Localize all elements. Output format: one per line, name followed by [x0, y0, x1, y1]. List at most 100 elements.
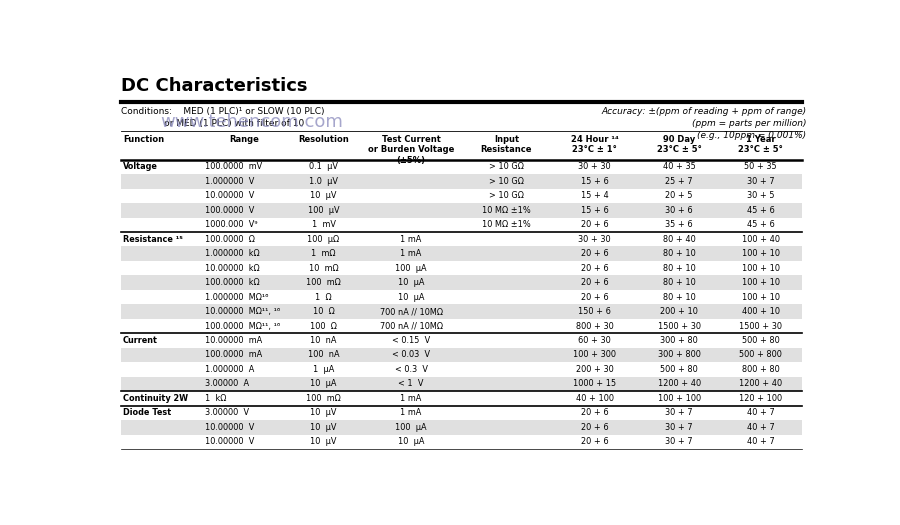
Text: 30 + 6: 30 + 6	[665, 206, 693, 215]
Text: 10  μV: 10 μV	[310, 423, 337, 432]
Text: 300 + 800: 300 + 800	[658, 351, 700, 360]
Text: 100  mΩ: 100 mΩ	[306, 394, 341, 403]
Text: 100  μA: 100 μA	[395, 264, 427, 272]
Text: 1  mV: 1 mV	[311, 220, 336, 229]
Text: 10.00000  V: 10.00000 V	[204, 437, 254, 446]
Text: Diode Test: Diode Test	[123, 408, 171, 417]
Text: 10  mΩ: 10 mΩ	[309, 264, 338, 272]
Text: 1 Year
23°C ± 5°: 1 Year 23°C ± 5°	[738, 134, 783, 154]
Text: Function: Function	[123, 134, 164, 143]
Text: 100 + 10: 100 + 10	[742, 278, 779, 287]
Bar	[121, 391, 802, 406]
Text: 30 + 7: 30 + 7	[665, 423, 693, 432]
Text: Conditions:    MED (1 PLC)¹ or SLOW (10 PLC)
               or MED (1 PLC) with : Conditions: MED (1 PLC)¹ or SLOW (10 PLC…	[121, 107, 324, 128]
Text: 50 + 35: 50 + 35	[744, 162, 777, 171]
Text: < 0.3  V: < 0.3 V	[394, 365, 428, 374]
Text: 30 + 30: 30 + 30	[579, 162, 611, 171]
Text: 15 + 6: 15 + 6	[580, 177, 608, 186]
Text: 80 + 10: 80 + 10	[662, 264, 696, 272]
Text: Resistance ¹⁵: Resistance ¹⁵	[123, 235, 183, 244]
Text: 20 + 6: 20 + 6	[580, 292, 608, 301]
Bar	[121, 188, 802, 203]
Text: 20 + 5: 20 + 5	[665, 191, 693, 201]
Text: 100 + 300: 100 + 300	[573, 351, 616, 360]
Text: 1500 + 30: 1500 + 30	[739, 321, 782, 331]
Text: 1.0  μV: 1.0 μV	[309, 177, 338, 186]
Text: 40 + 7: 40 + 7	[747, 437, 775, 446]
Text: 100  mΩ: 100 mΩ	[306, 278, 341, 287]
Text: < 0.03  V: < 0.03 V	[392, 351, 430, 360]
Text: 20 + 6: 20 + 6	[580, 423, 608, 432]
Bar	[121, 217, 802, 232]
Text: 40 + 100: 40 + 100	[576, 394, 614, 403]
Text: 45 + 6: 45 + 6	[747, 206, 775, 215]
Text: 10 MΩ ±1%: 10 MΩ ±1%	[482, 206, 531, 215]
Text: 100 + 10: 100 + 10	[742, 292, 779, 301]
Text: 80 + 10: 80 + 10	[662, 249, 696, 258]
Text: 0.1  μV: 0.1 μV	[309, 162, 338, 171]
Text: 20 + 6: 20 + 6	[580, 264, 608, 272]
Text: 1500 + 30: 1500 + 30	[658, 321, 700, 331]
Text: 10  μA: 10 μA	[398, 278, 424, 287]
Text: > 10 GΩ: > 10 GΩ	[489, 191, 524, 201]
Text: 500 + 800: 500 + 800	[739, 351, 782, 360]
Text: 100 + 40: 100 + 40	[742, 235, 779, 244]
Text: 100  μΩ: 100 μΩ	[308, 235, 339, 244]
Text: 500 + 80: 500 + 80	[661, 365, 698, 374]
Text: 20 + 6: 20 + 6	[580, 249, 608, 258]
Text: 30 + 30: 30 + 30	[579, 235, 611, 244]
Text: 30 + 5: 30 + 5	[747, 191, 775, 201]
Text: 100.0000  Ω: 100.0000 Ω	[204, 235, 255, 244]
Text: 1  μA: 1 μA	[313, 365, 334, 374]
Text: 1 mA: 1 mA	[400, 235, 422, 244]
Bar	[121, 348, 802, 362]
Text: 3.00000  V: 3.00000 V	[204, 408, 248, 417]
Text: 10.00000  V: 10.00000 V	[204, 191, 254, 201]
Text: 1  mΩ: 1 mΩ	[311, 249, 336, 258]
Text: 40 + 7: 40 + 7	[747, 423, 775, 432]
Text: 300 + 80: 300 + 80	[661, 336, 698, 345]
Text: 15 + 4: 15 + 4	[580, 191, 608, 201]
Text: 30 + 7: 30 + 7	[665, 408, 693, 417]
Text: 1  kΩ: 1 kΩ	[204, 394, 226, 403]
Text: 10  μA: 10 μA	[310, 380, 337, 388]
Text: Accuracy: ±(ppm of reading + ppm of range)
(ppm = parts per million)
(e.g., 10pp: Accuracy: ±(ppm of reading + ppm of rang…	[601, 107, 806, 140]
Text: 400 + 10: 400 + 10	[742, 307, 779, 316]
Text: 10  μV: 10 μV	[310, 191, 337, 201]
Text: 10  Ω: 10 Ω	[312, 307, 335, 316]
Bar	[121, 246, 802, 261]
Text: 10.00000  mA: 10.00000 mA	[204, 336, 262, 345]
Text: > 10 GΩ: > 10 GΩ	[489, 177, 524, 186]
Text: 100  μA: 100 μA	[395, 423, 427, 432]
Text: Voltage: Voltage	[123, 162, 158, 171]
Text: 100.0000  MΩ¹¹, ¹⁶: 100.0000 MΩ¹¹, ¹⁶	[204, 321, 280, 331]
Text: 10.00000  MΩ¹¹, ¹⁶: 10.00000 MΩ¹¹, ¹⁶	[204, 307, 280, 316]
Text: 100.0000  kΩ: 100.0000 kΩ	[204, 278, 259, 287]
Text: 30 + 7: 30 + 7	[747, 177, 775, 186]
Text: 60 + 30: 60 + 30	[579, 336, 611, 345]
Text: 1.000000  MΩ¹⁶: 1.000000 MΩ¹⁶	[204, 292, 268, 301]
Bar	[121, 160, 802, 174]
Text: Test Current
or Burden Voltage
(±5%): Test Current or Burden Voltage (±5%)	[368, 134, 454, 165]
Text: 1.000000  A: 1.000000 A	[204, 365, 254, 374]
Bar	[121, 290, 802, 304]
Text: 10.00000  V: 10.00000 V	[204, 423, 254, 432]
Bar	[121, 203, 802, 217]
Bar	[121, 174, 802, 188]
Text: 40 + 7: 40 + 7	[747, 408, 775, 417]
Text: 20 + 6: 20 + 6	[580, 408, 608, 417]
Bar	[121, 333, 802, 348]
Text: 25 + 7: 25 + 7	[665, 177, 693, 186]
Text: 1.000000  V: 1.000000 V	[204, 177, 254, 186]
Text: Range: Range	[230, 134, 259, 143]
Bar	[121, 420, 802, 435]
Text: DC Characteristics: DC Characteristics	[121, 77, 308, 95]
Text: 1  Ω: 1 Ω	[315, 292, 332, 301]
Text: 35 + 6: 35 + 6	[665, 220, 693, 229]
Text: 10.00000  kΩ: 10.00000 kΩ	[204, 264, 259, 272]
Text: 30 + 7: 30 + 7	[665, 437, 693, 446]
Text: 100.0000  mV: 100.0000 mV	[204, 162, 262, 171]
Text: 100.0000  mA: 100.0000 mA	[204, 351, 262, 360]
Text: 80 + 10: 80 + 10	[662, 292, 696, 301]
Text: 800 + 30: 800 + 30	[576, 321, 614, 331]
